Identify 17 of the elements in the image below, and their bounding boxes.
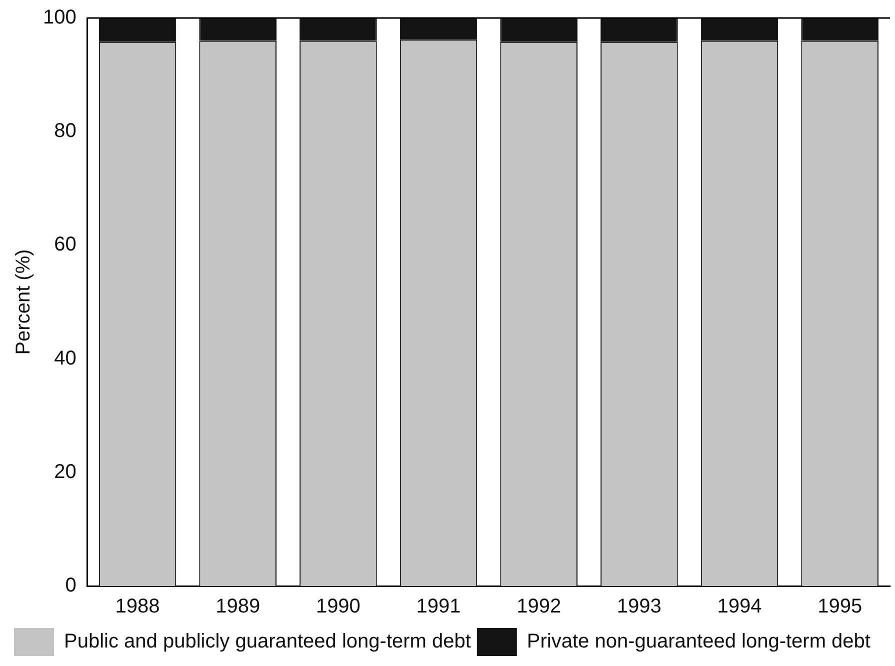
x-tick-label: 1990 — [316, 596, 360, 618]
x-tick-label: 1995 — [818, 596, 862, 618]
x-tick-label: 1989 — [216, 596, 260, 618]
y-tick-label: 60 — [54, 234, 76, 256]
x-tick-label: 1993 — [616, 596, 662, 618]
y-tick-label: 0 — [65, 574, 76, 597]
y-axis-title: Percent (%) — [12, 249, 35, 355]
y-tick-label: 80 — [54, 120, 76, 142]
x-tick-label: 1988 — [115, 596, 160, 618]
legend-label: Private non-guaranteed long-term debt — [526, 630, 871, 653]
x-tick-label: 1991 — [416, 596, 461, 618]
y-tick-label: 20 — [54, 460, 76, 483]
y-tick-label: 40 — [54, 347, 76, 370]
legend-label: Public and publicly guaranteed long-term debt — [64, 630, 472, 653]
x-tick-label: 1992 — [516, 596, 562, 618]
x-tick-label: 1994 — [717, 596, 762, 618]
y-tick-label: 100 — [42, 6, 76, 29]
